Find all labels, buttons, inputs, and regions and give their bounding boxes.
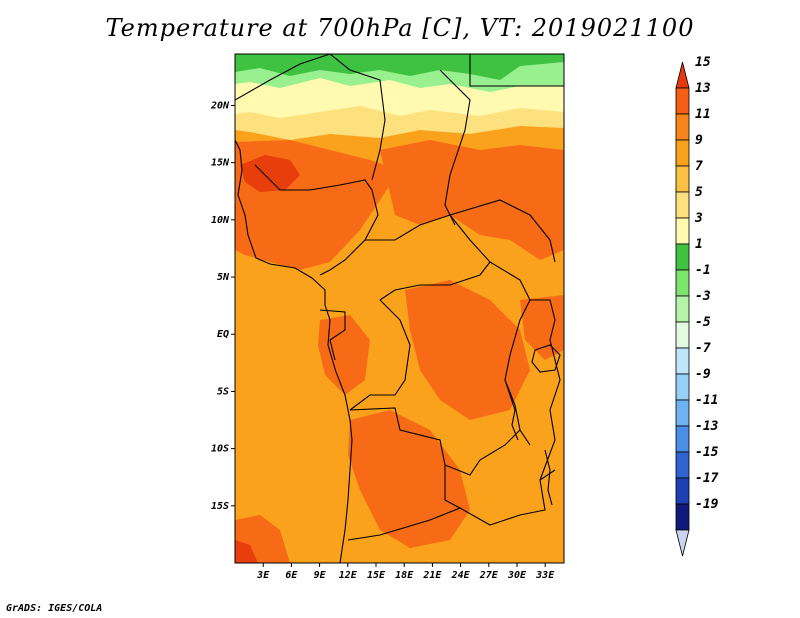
- colorbar-label: -17: [695, 471, 719, 486]
- colorbar-label: 9: [695, 133, 703, 148]
- x-tick-label: 21E: [422, 570, 442, 581]
- colorbar-label: -3: [695, 289, 711, 304]
- border-angola-zambia: [347, 465, 462, 541]
- colorbar-label: 7: [695, 159, 703, 174]
- y-axis: 20N 15N 10N 5N EQ 5S 10S 15S: [210, 100, 235, 512]
- colorbar-segment: [675, 321, 690, 349]
- border-niger-nigeria: [254, 164, 373, 191]
- x-tick-label: 30E: [507, 570, 527, 581]
- colorbar-label: -7: [695, 341, 711, 356]
- warm-zone-gabon: [318, 315, 370, 395]
- map-title: Temperature at 700hPa [C], VT: 201902110…: [105, 14, 695, 42]
- y-tick-label: 20N: [210, 100, 230, 111]
- colorbar-label: 3: [694, 211, 703, 226]
- x-tick-label: 33E: [535, 570, 555, 581]
- colorbar: 15 13 11 9 7 5 3 1 -1 -3 -5 -7 -9 -11 -13 -15 -17 -19: [675, 55, 719, 557]
- colorbar-segment: [675, 295, 690, 323]
- colorbar-segment: [675, 477, 690, 505]
- x-axis: 3E 6E 9E 12E 15E 18E 21E 24E 27E 30E 33E: [256, 563, 555, 581]
- border-libya-chad: [329, 54, 386, 181]
- x-tick-label: 27E: [479, 570, 499, 581]
- warm-zone-south: [348, 410, 470, 548]
- political-boundaries: [235, 54, 564, 563]
- colorbar-segment: [675, 373, 690, 401]
- y-tick-label: 5S: [217, 386, 229, 397]
- y-tick-label: 15N: [211, 158, 230, 169]
- y-tick-label: 15S: [211, 501, 229, 512]
- border-zambia-south: [459, 469, 556, 526]
- y-tick-label: 5N: [217, 272, 230, 283]
- hot-spot-guinea: [240, 155, 300, 192]
- colorbar-segment: [675, 451, 690, 479]
- colorbar-label: 5: [695, 185, 703, 200]
- colorbar-segment: [675, 399, 690, 427]
- colorbar-label: -1: [695, 263, 711, 278]
- border-south-sudan: [449, 199, 556, 263]
- colorbar-segment: [675, 87, 690, 115]
- border-congo-drc: [349, 299, 411, 411]
- colorbar-segment: [675, 503, 690, 531]
- x-tick-label: 6E: [285, 570, 298, 581]
- colorbar-segment: [675, 165, 690, 193]
- border-egypt-sudan: [469, 54, 564, 87]
- x-tick-label: 18E: [395, 570, 414, 581]
- x-tick-label: 15E: [367, 570, 386, 581]
- border-algeria-mali: [235, 54, 331, 101]
- border-east-africa: [530, 299, 561, 481]
- colorbar-segment: [675, 113, 690, 141]
- lake-victoria: [531, 344, 561, 373]
- colorbar-label: -19: [695, 497, 719, 512]
- x-tick-label: 12E: [339, 570, 358, 581]
- lake-tanganyika: [504, 379, 519, 441]
- y-tick-label: EQ: [217, 329, 229, 340]
- x-tick-label: 24E: [451, 570, 471, 581]
- colorbar-segment: [675, 243, 690, 271]
- colorbar-label: 11: [695, 107, 711, 122]
- colorbar-segment: [675, 425, 690, 453]
- colorbar-label: 13: [695, 81, 711, 96]
- warm-zone-central: [380, 140, 564, 260]
- colorbar-segment: [675, 191, 690, 219]
- hot-spot-sw-corner: [235, 540, 258, 563]
- colorbar-bottom-triangle: [675, 529, 690, 557]
- credit-label: GrADS: IGES/COLA: [6, 603, 103, 614]
- far-north-band: [235, 54, 564, 80]
- colorbar-segment: [675, 269, 690, 297]
- colorbar-label: -9: [695, 367, 711, 382]
- border-drc-east: [489, 261, 531, 446]
- colorbar-label: -5: [695, 315, 711, 330]
- x-tick-label: 9E: [314, 570, 327, 581]
- colorbar-label: 1: [695, 237, 703, 252]
- y-tick-label: 10N: [211, 215, 230, 226]
- colorbar-label: -13: [695, 419, 719, 434]
- border-nigeria-cameroon: [319, 189, 379, 276]
- warm-zone-congo: [405, 280, 530, 420]
- colorbar-segment: [675, 217, 690, 245]
- border-chad-sudan: [439, 69, 471, 226]
- colorbar-label: 15: [695, 55, 711, 70]
- x-tick-label: 3E: [256, 570, 270, 581]
- plot-frame: [234, 53, 565, 564]
- colorbar-segment: [675, 139, 690, 167]
- colorbar-top-triangle: [675, 61, 690, 89]
- border-gabon: [319, 309, 346, 361]
- y-tick-label: 10S: [211, 444, 229, 455]
- lake-malawi: [544, 449, 553, 506]
- colorbar-label: -11: [695, 393, 718, 408]
- coastline-west-africa: [235, 139, 353, 563]
- colorbar-segment: [675, 347, 690, 375]
- temperature-field: [235, 54, 564, 563]
- colorbar-label: -15: [695, 445, 719, 460]
